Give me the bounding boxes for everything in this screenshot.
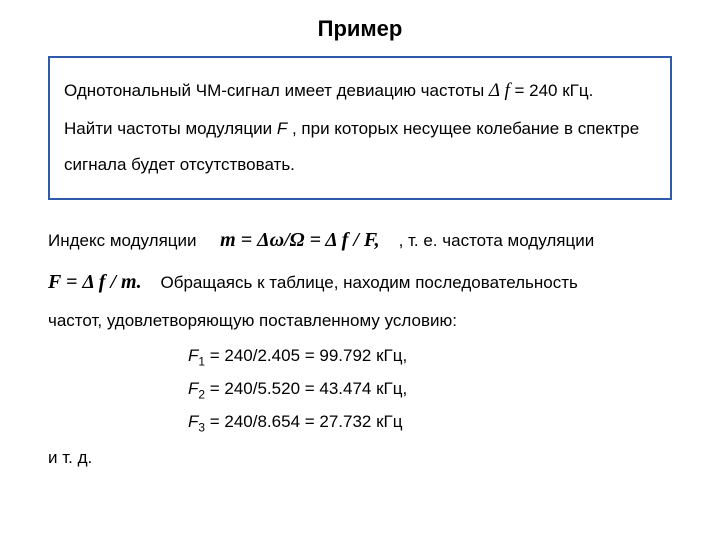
freq-row-1: F1 = 240/2.405 = 99.792 кГц, xyxy=(188,340,672,373)
freq-expr-3: = 240/8.654 = 27.732 кГц xyxy=(205,412,402,431)
text-sequence: частот, удовлетворяющую поставленному ус… xyxy=(48,311,457,330)
freq-expr-1: = 240/2.405 = 99.792 кГц, xyxy=(205,346,407,365)
freq-expr-2: = 240/5.520 = 43.474 кГц, xyxy=(205,379,407,398)
problem-text-e: сигнала будет отсутствовать. xyxy=(64,155,295,174)
page-title: Пример xyxy=(48,16,672,42)
problem-text-a: Однотональный ЧМ-сигнал имеет девиацию ч… xyxy=(64,81,489,100)
problem-line-1: Однотональный ЧМ-сигнал имеет девиацию ч… xyxy=(64,72,656,110)
text-ie-freq: , т. е. частота модуляции xyxy=(399,231,595,250)
freq-row-2: F2 = 240/5.520 = 43.474 кГц, xyxy=(188,373,672,406)
freq-label-2: F xyxy=(188,379,198,398)
text-index-mod: Индекс модуляции xyxy=(48,231,197,250)
math-m-eq: m = Δω/Ω = Δ f / F, xyxy=(220,229,380,251)
solution-line-2: F = Δ f / m. Обращаясь к таблице, находи… xyxy=(48,262,672,302)
problem-text-c: Найти частоты модуляции xyxy=(64,119,277,138)
freq-label-1: F xyxy=(188,346,198,365)
problem-line-3: сигнала будет отсутствовать. xyxy=(64,148,656,182)
solution-line-1: Индекс модуляции m = Δω/Ω = Δ f / F, , т… xyxy=(48,220,672,260)
math-F-eq: F = Δ f / m. xyxy=(48,271,142,293)
slide-page: Пример Однотональный ЧМ-сигнал имеет дев… xyxy=(0,0,720,540)
var-F: F xyxy=(277,119,287,138)
freq-label-3: F xyxy=(188,412,198,431)
freq-row-3: F3 = 240/8.654 = 27.732 кГц xyxy=(188,406,672,439)
problem-text-d: , при которых несущее колебание в спектр… xyxy=(292,119,639,138)
problem-text-b: = 240 кГц. xyxy=(514,81,593,100)
problem-statement-box: Однотональный ЧМ-сигнал имеет девиацию ч… xyxy=(48,56,672,200)
solution-body: Индекс модуляции m = Δω/Ω = Δ f / F, , т… xyxy=(48,220,672,475)
text-table-ref: Обращаясь к таблице, находим последовате… xyxy=(161,273,578,292)
tail-text: и т. д. xyxy=(48,441,672,475)
problem-line-2: Найти частоты модуляции F , при которых … xyxy=(64,112,656,146)
delta-f-symbol: Δ f xyxy=(489,80,510,101)
solution-line-3: частот, удовлетворяющую поставленному ус… xyxy=(48,304,672,338)
